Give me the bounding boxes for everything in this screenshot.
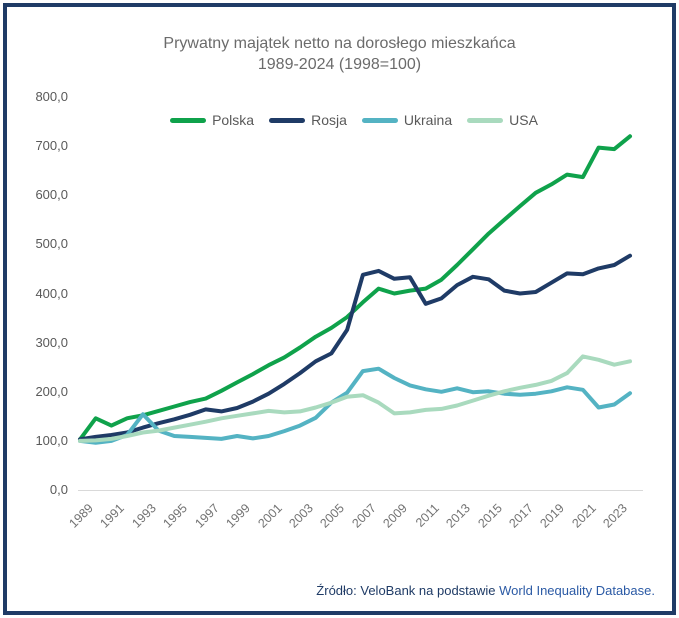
series-line-ukraina — [78, 366, 632, 445]
legend-line-swatch — [170, 117, 207, 123]
source-database-name: World Inequality Database. — [499, 583, 655, 598]
legend-item-polska: Polska — [170, 112, 254, 128]
series-line-polska — [78, 134, 632, 442]
legend-label: USA — [509, 112, 538, 128]
y-tick-label: 600,0 — [35, 187, 68, 203]
y-tick-label: 500,0 — [35, 236, 68, 252]
legend-line-swatch — [467, 117, 504, 123]
legend-label: Polska — [212, 112, 255, 128]
legend-label: Rosja — [311, 112, 347, 128]
series-line-usa — [78, 354, 632, 443]
y-tick-label: 200,0 — [35, 383, 68, 399]
y-tick-label: 300,0 — [35, 334, 68, 350]
series-line-rosja — [78, 253, 632, 442]
legend-label: Ukraina — [403, 112, 453, 128]
chart-title-line1: Prywatny majątek netto na dorosłego mies… — [163, 35, 516, 52]
legend-line-swatch — [361, 117, 398, 123]
legend-item-rosja: Rosja — [269, 112, 347, 128]
outer-border-frame — [3, 3, 676, 615]
legend: Polska Rosja Ukraina USA — [78, 109, 630, 131]
y-tick-label: 700,0 — [35, 138, 68, 154]
chart-title: Prywatny majątek netto na dorosłego mies… — [0, 33, 679, 75]
y-tick-label: 400,0 — [35, 285, 68, 301]
chart-title-line2: 1989-2024 (1998=100) — [257, 56, 422, 73]
y-tick-label: 100,0 — [35, 432, 68, 448]
y-tick-label: 800,0 — [35, 89, 68, 104]
source-note: Źródło: VeloBank na podstawie World Ineq… — [316, 583, 655, 598]
legend-line-swatch — [269, 117, 306, 123]
source-prefix: Źródło: VeloBank na podstawie — [316, 583, 500, 598]
legend-item-usa: USA — [467, 112, 538, 128]
legend-item-ukraina: Ukraina — [361, 112, 453, 128]
y-tick-label: 0,0 — [49, 482, 68, 497]
